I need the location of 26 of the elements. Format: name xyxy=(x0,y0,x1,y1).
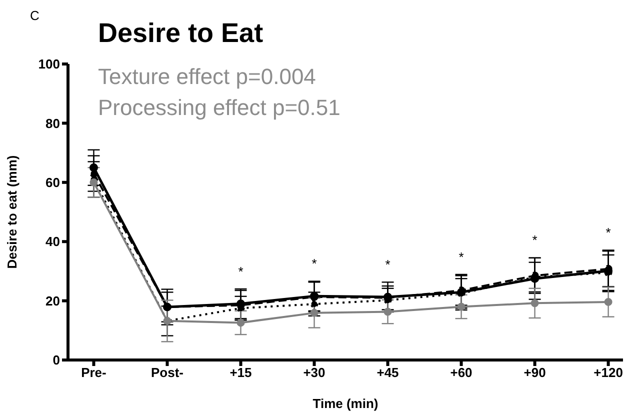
annotation: Processing effect p=0.51 xyxy=(98,95,340,121)
x-tick-label: +30 xyxy=(303,365,326,380)
x-tick-label: +90 xyxy=(524,365,546,380)
y-tick-label: 60 xyxy=(46,175,60,190)
y-tick-label: 80 xyxy=(46,116,60,131)
x-tick-label: +120 xyxy=(594,365,623,380)
annotation: * xyxy=(532,232,538,248)
y-tick-label: 0 xyxy=(52,352,60,368)
x-tick-label: Pre- xyxy=(81,365,106,380)
y-axis-title: Desire to eat (mm) xyxy=(4,155,20,269)
y-tick-label: 100 xyxy=(38,56,60,72)
text: C xyxy=(30,8,40,23)
annotation: * xyxy=(606,225,611,240)
annotation: * xyxy=(385,257,390,272)
x-tick-label: Post- xyxy=(150,365,184,380)
x-tick-label: +45 xyxy=(376,365,399,380)
x-tick-label: +15 xyxy=(230,365,252,380)
x-tick-label: +60 xyxy=(450,365,472,380)
annotation: * xyxy=(238,264,244,279)
annotation: * xyxy=(312,256,317,272)
y-tick-label: 40 xyxy=(46,234,60,250)
x-axis-title: Time (min) xyxy=(312,396,378,411)
y-tick-label: 20 xyxy=(46,293,60,308)
chart-title: Desire to Eat xyxy=(98,18,264,49)
annotation: Texture effect p=0.004 xyxy=(98,64,316,90)
annotation: * xyxy=(458,249,464,264)
